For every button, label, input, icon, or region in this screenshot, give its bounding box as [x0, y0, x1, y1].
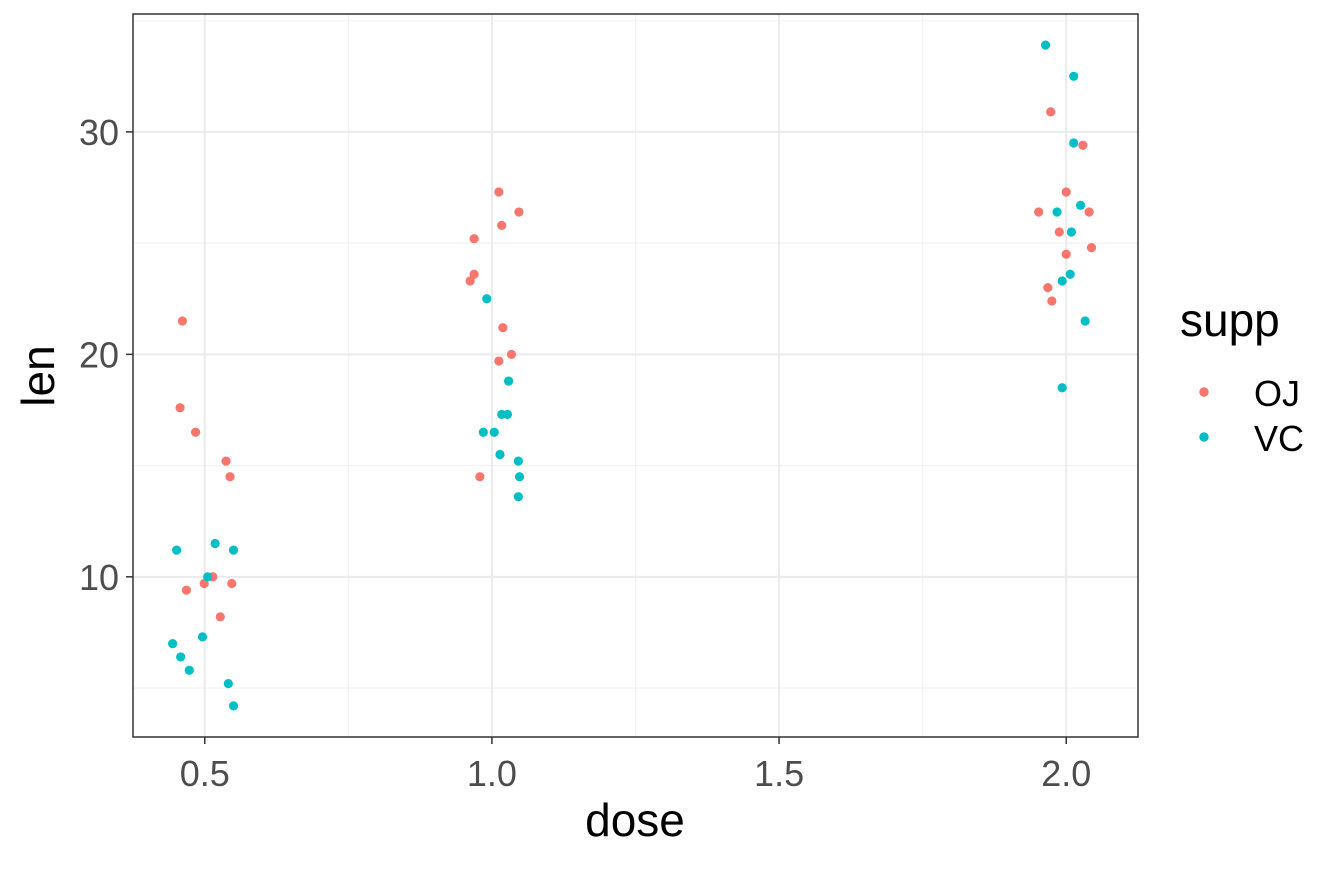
point-oj: [1084, 207, 1094, 217]
point-vc: [513, 492, 523, 502]
point-oj: [506, 349, 517, 359]
legend-key-vc: [1199, 432, 1209, 442]
point-vc: [184, 665, 194, 675]
point-vc: [1080, 316, 1090, 326]
point-oj: [498, 323, 508, 333]
y-tick-label: 10: [79, 557, 119, 598]
point-vc: [495, 449, 505, 460]
point-oj: [181, 585, 192, 595]
x-tick-label: 2.0: [1041, 753, 1091, 794]
x-tick-label: 1.5: [754, 753, 804, 794]
point-vc: [1052, 207, 1062, 217]
point-vc: [503, 376, 514, 386]
point-oj: [494, 187, 504, 197]
point-vc: [1065, 269, 1075, 279]
legend-label-vc: VC: [1254, 418, 1304, 459]
legend-label-oj: OJ: [1254, 373, 1300, 414]
point-oj: [514, 207, 524, 217]
point-oj: [475, 472, 485, 482]
point-oj: [177, 316, 187, 326]
point-oj: [1061, 187, 1071, 197]
data-points: [168, 40, 1097, 711]
legend-key-oj: [1199, 387, 1209, 397]
point-vc: [1057, 276, 1067, 286]
point-oj: [469, 234, 479, 244]
point-oj: [497, 220, 507, 230]
point-vc: [514, 472, 525, 482]
point-oj: [465, 276, 475, 286]
point-oj: [1034, 207, 1044, 217]
point-vc: [1069, 138, 1079, 148]
point-oj: [215, 612, 225, 622]
point-vc: [168, 638, 178, 649]
point-oj: [1043, 283, 1053, 293]
point-vc: [172, 545, 182, 555]
point-vc: [228, 701, 239, 711]
x-axis-ticks: 0.5 1.0 1.5 2.0: [180, 737, 1091, 794]
point-oj: [469, 269, 479, 279]
point-vc: [478, 427, 488, 437]
point-vc: [1075, 200, 1086, 210]
point-oj: [221, 456, 231, 466]
y-axis-ticks: 10 20 30: [79, 112, 133, 598]
point-oj: [1061, 249, 1071, 259]
x-axis-title: dose: [585, 794, 685, 846]
point-vc: [513, 456, 523, 466]
point-oj: [175, 403, 185, 413]
point-vc: [482, 294, 492, 304]
point-vc: [489, 427, 499, 437]
x-tick-label: 1.0: [467, 753, 517, 794]
point-oj: [1086, 242, 1097, 253]
y-axis-title: len: [12, 345, 64, 406]
point-oj: [227, 578, 237, 589]
point-vc: [1066, 227, 1076, 237]
point-vc: [197, 632, 208, 642]
legend: supp OJ VC: [1180, 294, 1304, 459]
point-vc: [1069, 71, 1079, 81]
point-vc: [223, 679, 233, 689]
point-vc: [176, 652, 186, 662]
point-oj: [1047, 296, 1057, 306]
legend-title: supp: [1180, 294, 1280, 346]
point-oj: [494, 356, 504, 366]
point-oj: [190, 427, 201, 437]
point-vc: [502, 409, 513, 420]
plot-panel-border: [132, 13, 1139, 738]
point-vc: [210, 538, 220, 549]
point-vc: [203, 572, 213, 582]
x-tick-label: 0.5: [180, 753, 230, 794]
point-vc: [1057, 383, 1067, 393]
y-tick-label: 30: [79, 112, 119, 153]
point-oj: [1054, 227, 1064, 237]
point-oj: [1046, 107, 1056, 117]
major-gridlines: [133, 14, 1138, 737]
minor-gridlines: [133, 14, 1138, 737]
y-tick-label: 20: [79, 334, 119, 375]
point-vc: [228, 545, 239, 555]
point-oj: [1078, 140, 1088, 150]
point-oj: [225, 472, 235, 482]
point-vc: [1040, 40, 1051, 50]
